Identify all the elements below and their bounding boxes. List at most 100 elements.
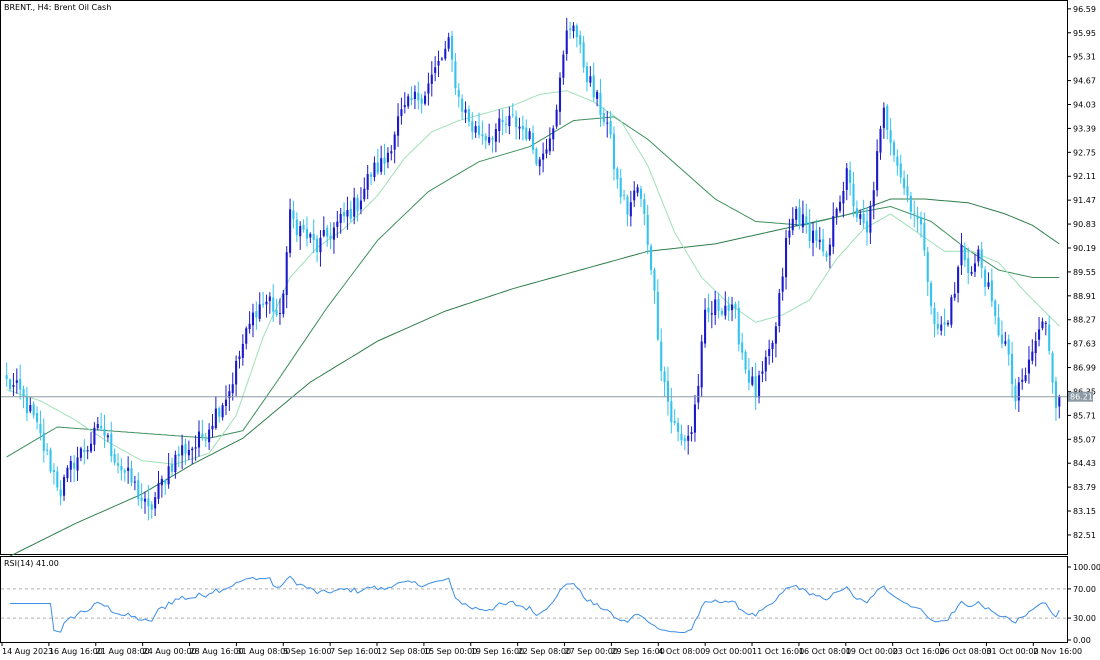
time-axis-label: 16 Oct 08:00 <box>799 647 851 656</box>
candle-body <box>865 221 869 233</box>
candle-body <box>933 307 936 325</box>
candle-body <box>747 370 750 383</box>
candle-body <box>407 96 410 107</box>
candle-body <box>282 293 285 314</box>
candle-body <box>96 424 99 429</box>
candle-body <box>771 342 774 350</box>
candle-body <box>957 267 960 293</box>
candle-body <box>218 408 221 417</box>
candle-body <box>720 310 723 315</box>
candle-body <box>316 238 319 253</box>
candle-body <box>268 296 271 302</box>
candle-body <box>1041 321 1044 329</box>
candle-body <box>437 60 440 66</box>
candle-body <box>724 305 727 316</box>
candle-body <box>1021 379 1024 382</box>
candle-body <box>562 54 565 78</box>
candle-body <box>15 380 18 383</box>
candle-body <box>845 168 848 190</box>
candle-body <box>5 375 8 379</box>
candle-body <box>477 125 481 135</box>
candle-body <box>434 67 437 73</box>
candle-body <box>295 219 298 236</box>
candle-body <box>204 439 207 441</box>
candle-body <box>343 211 346 217</box>
candle-body <box>29 405 32 412</box>
candle-body <box>970 271 973 274</box>
time-axis-label: 14 Aug 2023 <box>2 647 53 656</box>
candle-body <box>504 123 508 125</box>
time-axis-label: 19 Sep 16:00 <box>471 647 524 656</box>
candle-body <box>1014 385 1017 402</box>
candle-body <box>46 449 49 451</box>
candle-body <box>828 244 831 256</box>
price-axis-label: 90.19 <box>1073 244 1096 253</box>
candle-body <box>488 137 491 143</box>
candle-body <box>869 206 872 233</box>
candle-body <box>52 470 55 473</box>
candle-body <box>822 239 825 252</box>
price-axis-label: 91.47 <box>1073 196 1096 205</box>
candle-body <box>832 215 835 247</box>
candle-body <box>130 468 133 483</box>
candle-body <box>440 58 443 60</box>
candle-body <box>909 195 912 212</box>
candle-body <box>39 424 42 434</box>
candle-body <box>835 208 838 217</box>
candle-body <box>56 471 59 488</box>
time-axis-label: 5 Sep 16:00 <box>283 647 331 656</box>
candle-body <box>761 371 764 374</box>
candle-body <box>518 126 521 129</box>
candle-body <box>251 312 255 326</box>
price-axis-label: 94.03 <box>1073 101 1096 110</box>
candle-body <box>349 208 352 219</box>
candle-body <box>245 328 248 344</box>
candle-body <box>353 197 356 217</box>
candle-body <box>633 190 636 201</box>
price-axis-label: 92.11 <box>1073 172 1096 181</box>
price-axis-label: 88.27 <box>1073 316 1096 325</box>
candle-body <box>663 371 666 383</box>
price-axis-label: 96.59 <box>1073 5 1096 14</box>
candle-body <box>673 420 676 423</box>
candle-body <box>170 464 174 472</box>
candle-body <box>892 142 896 156</box>
price-axis-label: 93.39 <box>1073 124 1096 133</box>
candle-body <box>1044 322 1047 324</box>
candle-body <box>154 497 157 509</box>
candle-body <box>838 201 842 211</box>
candle-body <box>531 133 535 150</box>
candle-body <box>224 399 228 406</box>
candle-body <box>788 230 791 238</box>
candle-body <box>187 449 190 456</box>
price-axis-label: 88.91 <box>1073 292 1096 301</box>
candle-body <box>231 384 234 394</box>
candle-body <box>194 447 197 449</box>
candle-body <box>876 151 879 191</box>
time-axis-label: 2 Nov 16:00 <box>1033 647 1082 656</box>
candle-body <box>953 293 956 298</box>
candle-body <box>221 405 224 418</box>
candle-body <box>471 121 474 132</box>
candle-body <box>363 188 366 200</box>
candle-body <box>346 210 349 217</box>
candle-body <box>977 249 980 262</box>
time-axis-label: 16 Aug 16:00 <box>49 647 103 656</box>
candle-body <box>906 186 909 196</box>
candle-body <box>656 291 659 340</box>
rsi-axis-label: 100.00 <box>1073 563 1100 572</box>
time-axis-label: 4 Oct 08:00 <box>658 647 705 656</box>
candle-body <box>160 478 163 486</box>
candle-body <box>150 504 153 510</box>
candle-body <box>612 133 616 170</box>
candle-body <box>700 341 703 388</box>
rsi-levels <box>1 588 1067 619</box>
candle-body <box>707 307 710 313</box>
candle-body <box>660 341 663 372</box>
candle-body <box>498 118 501 131</box>
candle-body <box>339 214 342 223</box>
candle-body <box>535 148 538 165</box>
candle-body <box>66 467 69 479</box>
candle-body <box>801 214 804 228</box>
candle-body <box>417 92 420 101</box>
